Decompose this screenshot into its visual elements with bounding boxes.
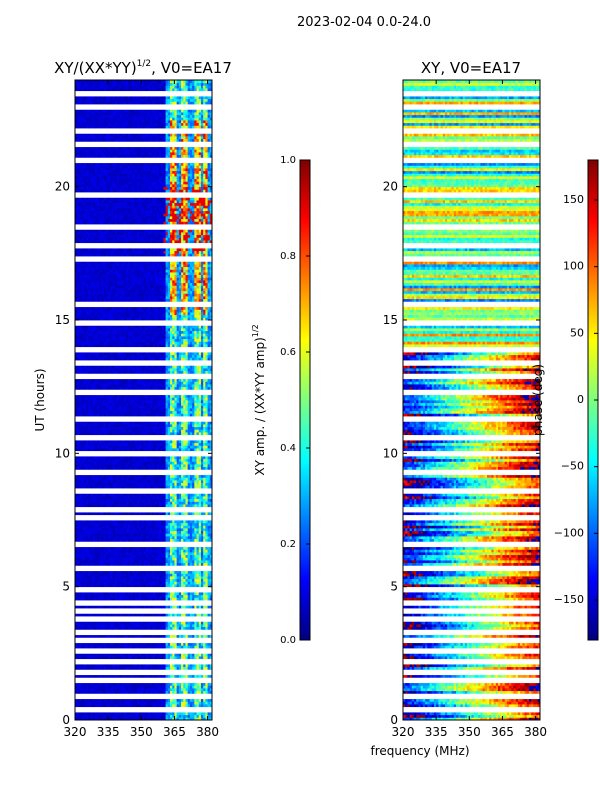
flagged-row <box>75 632 212 635</box>
flagged-row <box>75 611 212 614</box>
flagged-row <box>75 587 212 590</box>
amplitude-heatmap <box>75 80 212 720</box>
flagged-row <box>75 659 212 662</box>
flagged-row <box>75 507 212 510</box>
figure-suptitle: 2023-02-04 0.0-24.0 <box>297 15 431 30</box>
flagged-row <box>75 568 212 571</box>
flagged-row <box>75 603 212 606</box>
flagged-row <box>75 696 212 699</box>
flagged-row <box>75 491 212 494</box>
flagged-row <box>75 589 212 592</box>
flagged-row <box>75 677 212 680</box>
flagged-row <box>75 451 212 454</box>
flagged-row <box>75 565 212 568</box>
flagged-row <box>75 469 212 472</box>
flagged-row <box>75 707 212 710</box>
flagged-row <box>75 488 212 491</box>
flagged-row <box>75 435 212 438</box>
flagged-row <box>75 544 212 547</box>
flagged-row <box>75 637 212 640</box>
flagged-row <box>75 453 212 456</box>
flagged-row <box>75 419 212 422</box>
amplitude-title-sup: 1/2 <box>137 59 151 69</box>
flagged-row <box>75 648 212 651</box>
flagged-row <box>75 600 212 603</box>
flagged-row <box>75 661 212 664</box>
flagged-row <box>75 619 212 622</box>
flagged-row <box>75 541 212 544</box>
flagged-row <box>75 616 212 619</box>
flagged-row <box>75 672 212 675</box>
amplitude-panel-title: XY/(XX*YY)1/2, V0=EA17 <box>54 59 232 77</box>
flagged-row <box>75 693 212 696</box>
flagged-row <box>75 509 212 512</box>
flagged-row <box>75 437 212 440</box>
flagged-row <box>75 680 212 683</box>
flagged-row <box>75 472 212 475</box>
flagged-row <box>75 629 212 632</box>
flagged-row <box>75 608 212 611</box>
flagged-row <box>75 640 212 643</box>
flagged-row <box>75 517 212 520</box>
flagged-row <box>75 709 212 712</box>
flagged-row <box>75 651 212 654</box>
flagged-row <box>75 416 212 419</box>
flagged-row <box>75 669 212 672</box>
flagged-row <box>75 515 212 518</box>
